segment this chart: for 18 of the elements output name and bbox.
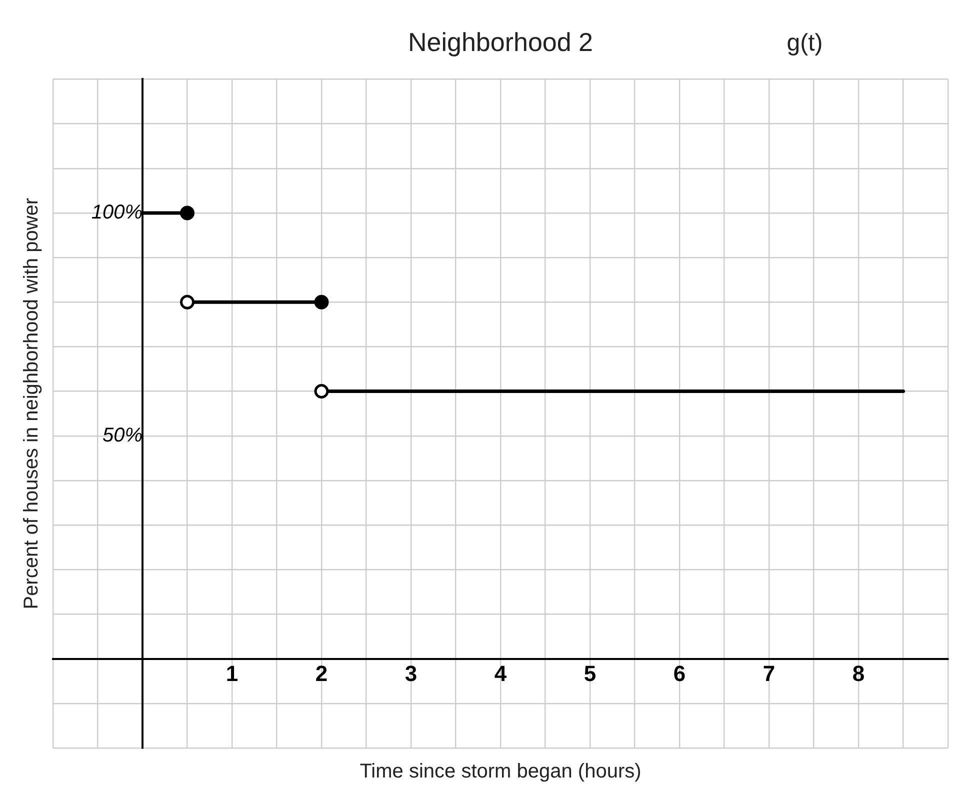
x-tick-label: 8 <box>852 661 865 686</box>
text: g(t) <box>786 30 823 57</box>
x-tick-label: 1 <box>226 661 238 686</box>
point <box>314 294 329 310</box>
y-tick-label: 50% <box>102 424 142 446</box>
point <box>314 384 329 399</box>
point <box>180 294 194 310</box>
x-tick-label: 2 <box>315 661 328 686</box>
x-tick-label: 5 <box>584 661 596 686</box>
x-tick-label: 7 <box>762 661 776 686</box>
x-axis-title: Time since storm began (hours) <box>360 760 642 783</box>
chart-title: Neighborhood 2 <box>408 26 594 57</box>
x-tick-label: 3 <box>404 661 418 686</box>
point <box>180 206 194 220</box>
x-tick-label: 6 <box>673 661 686 686</box>
y-axis-title: Percent of houses in neighborhood with power <box>20 198 43 610</box>
y-tick-label: 100% <box>91 202 142 224</box>
x-tick-label: 4 <box>494 661 508 686</box>
